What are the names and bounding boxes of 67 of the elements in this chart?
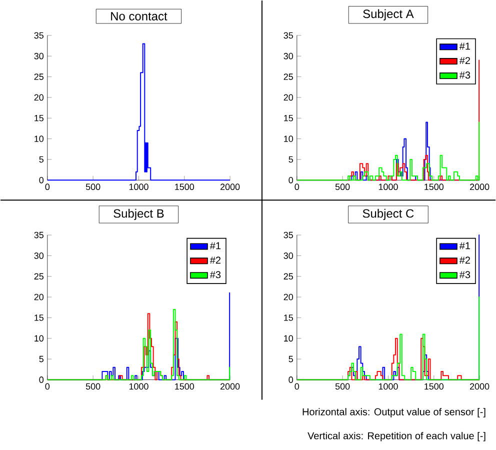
- x-tick-label: 500: [86, 383, 100, 390]
- y-tick-label: 30: [284, 53, 294, 60]
- y-tick-label: 30: [284, 252, 294, 260]
- x-tick-label: 0: [45, 383, 50, 390]
- y-tick-label: 0: [39, 177, 44, 184]
- y-tick-label: 35: [34, 232, 44, 238]
- chart-title: Subject A: [363, 10, 414, 21]
- y-tick-label: 20: [34, 294, 44, 300]
- x-tick-label: 0: [294, 383, 300, 390]
- y-tick-label: 10: [284, 136, 294, 142]
- x-tick-label: 2000: [470, 184, 490, 190]
- y-tick-label: 25: [34, 273, 44, 280]
- x-tick-label: 0: [45, 184, 50, 190]
- y-tick-label: 35: [34, 32, 44, 39]
- chart-title: Subject B: [114, 209, 164, 220]
- y-tick-label: 30: [34, 53, 44, 60]
- y-tick-label: 10: [34, 335, 44, 342]
- x-tick-label: 0: [294, 184, 300, 190]
- y-tick-label: 15: [34, 115, 44, 122]
- y-tick-label: 15: [284, 115, 293, 122]
- chart-title: Subject C: [362, 209, 414, 220]
- y-tick-label: 15: [34, 314, 44, 322]
- x-tick-label: 1500: [424, 383, 444, 390]
- x-tick-label: 1500: [424, 184, 444, 190]
- y-tick-label: 10: [284, 335, 294, 342]
- chart-title: No contact: [111, 12, 168, 21]
- y-tick-label: 25: [284, 273, 293, 280]
- y-tick-label: 35: [284, 32, 293, 39]
- text: Vertical axis: Repetition of each value [-]: [308, 432, 486, 442]
- y-tick-label: 5: [39, 156, 44, 163]
- x-tick-label: 1000: [378, 184, 398, 190]
- y-tick-label: 25: [34, 74, 44, 80]
- x-tick-label: 500: [335, 383, 350, 390]
- y-tick-label: 25: [284, 74, 293, 80]
- legend-label: #1: [210, 242, 221, 250]
- legend-label: #1: [459, 42, 470, 50]
- legend-label: #2: [459, 256, 470, 264]
- y-tick-label: 0: [288, 177, 294, 184]
- x-tick-label: 1000: [129, 383, 148, 390]
- legend-label: #2: [210, 256, 220, 264]
- y-tick-label: 5: [39, 356, 44, 362]
- legend-label: #3: [459, 271, 470, 278]
- x-tick-label: 1500: [175, 383, 194, 390]
- y-tick-label: 20: [34, 94, 44, 101]
- y-tick-label: 5: [288, 356, 293, 362]
- x-tick-label: 500: [86, 184, 100, 190]
- y-tick-label: 30: [34, 252, 44, 260]
- x-tick-label: 1000: [378, 383, 398, 390]
- x-tick-label: 1000: [129, 184, 148, 190]
- y-tick-label: 5: [288, 156, 293, 163]
- y-tick-label: 0: [288, 376, 294, 384]
- x-tick-label: 500: [335, 184, 350, 190]
- x-tick-label: 2000: [220, 184, 240, 190]
- y-tick-label: 10: [34, 136, 44, 142]
- text: Horizontal axis: Output value of sensor [-]: [302, 408, 486, 418]
- y-tick-label: 15: [284, 314, 293, 322]
- y-tick-label: 20: [284, 94, 294, 101]
- y-tick-label: 20: [284, 294, 294, 300]
- y-tick-label: 0: [39, 376, 44, 384]
- legend-label: #3: [459, 72, 470, 79]
- x-tick-label: 2000: [220, 383, 240, 390]
- legend-label: #3: [210, 271, 221, 278]
- x-tick-label: 1500: [175, 184, 194, 190]
- legend-label: #2: [459, 57, 470, 64]
- x-tick-label: 2000: [470, 383, 490, 390]
- y-tick-label: 35: [284, 232, 293, 238]
- legend-label: #1: [459, 242, 470, 250]
